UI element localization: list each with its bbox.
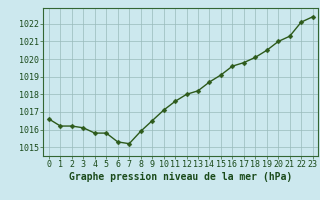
X-axis label: Graphe pression niveau de la mer (hPa): Graphe pression niveau de la mer (hPa) — [69, 172, 292, 182]
